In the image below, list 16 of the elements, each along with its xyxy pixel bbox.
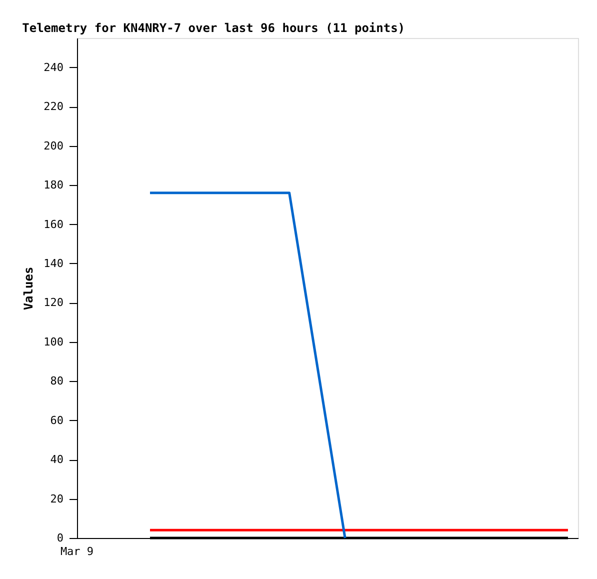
y-tick-label: 60 — [50, 414, 64, 427]
chart-title: Telemetry for KN4NRY-7 over last 96 hours (11 points) — [22, 21, 406, 35]
text: Mar 9 — [60, 545, 94, 558]
y-axis-title: Values — [22, 266, 36, 310]
y-tick-label: 140 — [44, 256, 64, 270]
y-tick-label: 180 — [44, 178, 64, 192]
y-tick-label: 20 — [50, 492, 64, 506]
y-tick-label: 160 — [44, 218, 64, 231]
y-tick-label: 120 — [44, 296, 64, 310]
y-tick-label: 100 — [44, 335, 64, 348]
y-tick-label: 220 — [44, 100, 64, 114]
y-tick-label: 200 — [44, 139, 64, 152]
y-tick-label: 40 — [50, 453, 64, 466]
y-tick-label: 0 — [56, 532, 64, 544]
y-tick-label: 80 — [50, 374, 64, 388]
y-tick-label: 240 — [44, 60, 64, 74]
